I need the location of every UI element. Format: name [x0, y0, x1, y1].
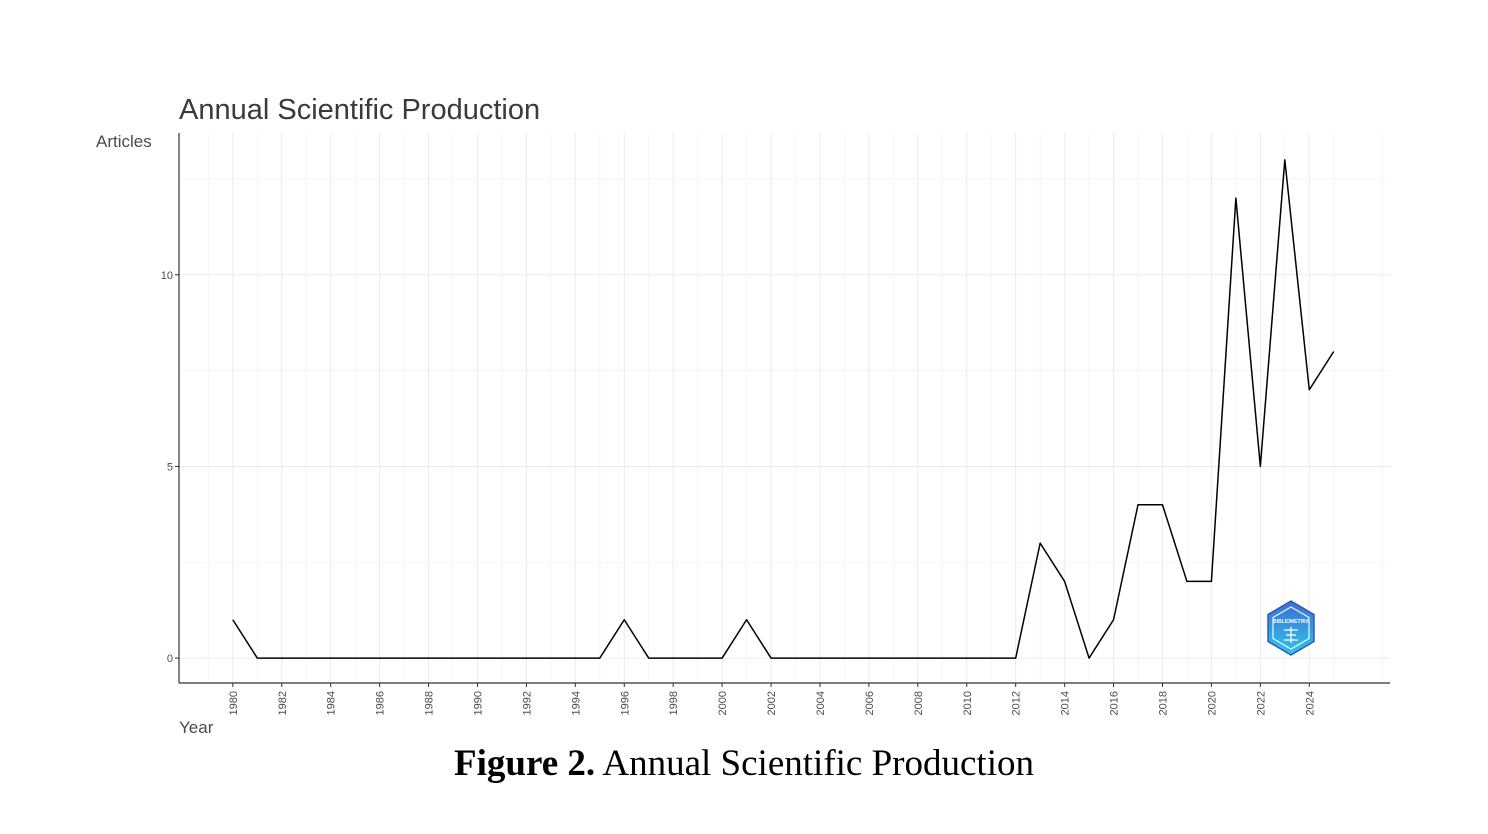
x-tick-label: 2006 — [864, 691, 876, 715]
x-tick-label: 2000 — [717, 691, 729, 715]
grid — [179, 133, 1390, 683]
x-tick-label: 1988 — [424, 691, 436, 715]
x-tick-label: 1992 — [521, 691, 533, 715]
x-tick-label: 2020 — [1206, 691, 1218, 715]
logo-text: BIBLIOMETRIX — [1273, 619, 1309, 625]
x-axis-title: Year — [179, 718, 214, 737]
caption-text: Annual Scientific Production — [595, 743, 1034, 784]
bibliometrix-logo: BIBLIOMETRIX — [1267, 600, 1315, 656]
axes — [178, 133, 1390, 684]
x-tick-label: 2024 — [1304, 691, 1316, 715]
y-axis-title: Articles — [96, 132, 152, 151]
x-tick-label: 2012 — [1011, 691, 1023, 715]
x-tick-label: 2004 — [815, 691, 827, 715]
x-tick-label: 2018 — [1157, 691, 1169, 715]
x-ticks: 1980 1982 1984 1986 1988 1990 1992 1994 1996 1998… — [228, 683, 1316, 715]
x-tick-label: 1980 — [228, 691, 240, 715]
series — [232, 159, 1335, 659]
x-tick-label: 1984 — [326, 691, 338, 715]
x-tick-label: 1986 — [375, 691, 387, 715]
series-line — [232, 159, 1335, 659]
caption-label: Figure 2. — [454, 743, 596, 784]
x-tick-label: 2022 — [1255, 691, 1267, 715]
x-tick-label: 1994 — [570, 691, 582, 715]
x-tick-label: 1998 — [668, 691, 680, 715]
chart-title: Annual Scientific Production — [179, 94, 540, 126]
y-tick-label: 10 — [161, 270, 173, 282]
x-tick-label: 2010 — [962, 691, 974, 715]
x-tick-label: 2002 — [766, 691, 778, 715]
x-tick-label: 1990 — [472, 691, 484, 715]
x-tick-label: 2014 — [1060, 691, 1072, 715]
figure-caption: Figure 2. Annual Scientific Production — [0, 742, 1488, 785]
x-tick-label: 1996 — [619, 691, 631, 715]
y-tick-label: 5 — [167, 461, 173, 473]
y-ticks: 0 5 10 — [161, 270, 179, 665]
x-tick-label: 2008 — [913, 691, 925, 715]
y-tick-label: 0 — [167, 653, 173, 665]
x-tick-label: 1982 — [277, 691, 289, 715]
x-tick-label: 2016 — [1109, 691, 1121, 715]
